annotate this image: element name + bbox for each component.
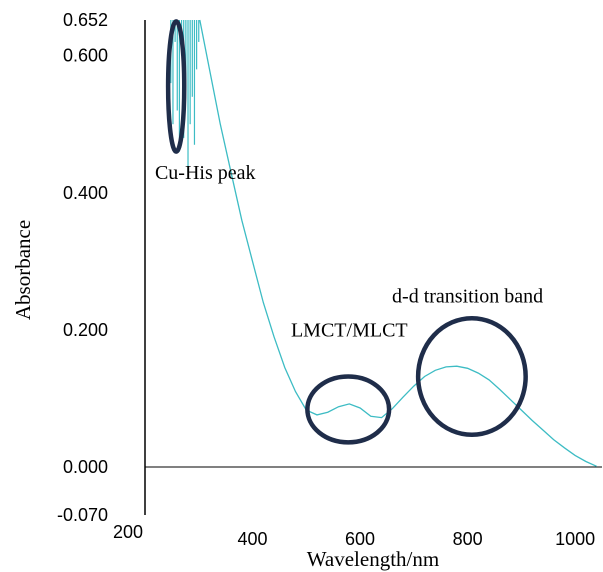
annotation-label: d-d transition band (392, 285, 543, 307)
cu-his-spikes (170, 20, 200, 173)
y-tick-label: 0.000 (63, 457, 108, 477)
highlight-ellipses (165, 19, 528, 445)
y-tick-labels: 0.652 0.600 0.400 0.200 0.000 -0.070 (57, 10, 108, 525)
highlight-ellipse (165, 19, 187, 154)
y-tick-label: 0.200 (63, 320, 108, 340)
y-tick-label: 0.652 (63, 10, 108, 30)
x-tick-labels: 200 400 600 800 1000 (113, 522, 595, 549)
annotation-label: LMCT/MLCT (291, 320, 408, 342)
axes (144, 20, 602, 515)
x-tick-label: 400 (238, 529, 268, 549)
y-tick-label: 0.400 (63, 183, 108, 203)
x-tick-label: 600 (345, 529, 375, 549)
x-tick-label: 800 (453, 529, 483, 549)
annotation-label: Cu-His peak (155, 162, 256, 184)
y-axis-title: Absorbance (11, 220, 35, 320)
y-tick-label: 0.600 (63, 46, 108, 66)
x-axis-title: Wavelength/nm (307, 547, 439, 571)
absorbance-curve (199, 19, 597, 467)
annotations: Cu-His peak LMCT/MLCT d-d transition band (155, 162, 543, 342)
highlight-ellipse (305, 374, 392, 445)
x-tick-label: 200 (113, 522, 143, 542)
y-tick-label: -0.070 (57, 505, 108, 525)
x-tick-label: 1000 (555, 529, 595, 549)
highlight-ellipse (415, 315, 528, 438)
